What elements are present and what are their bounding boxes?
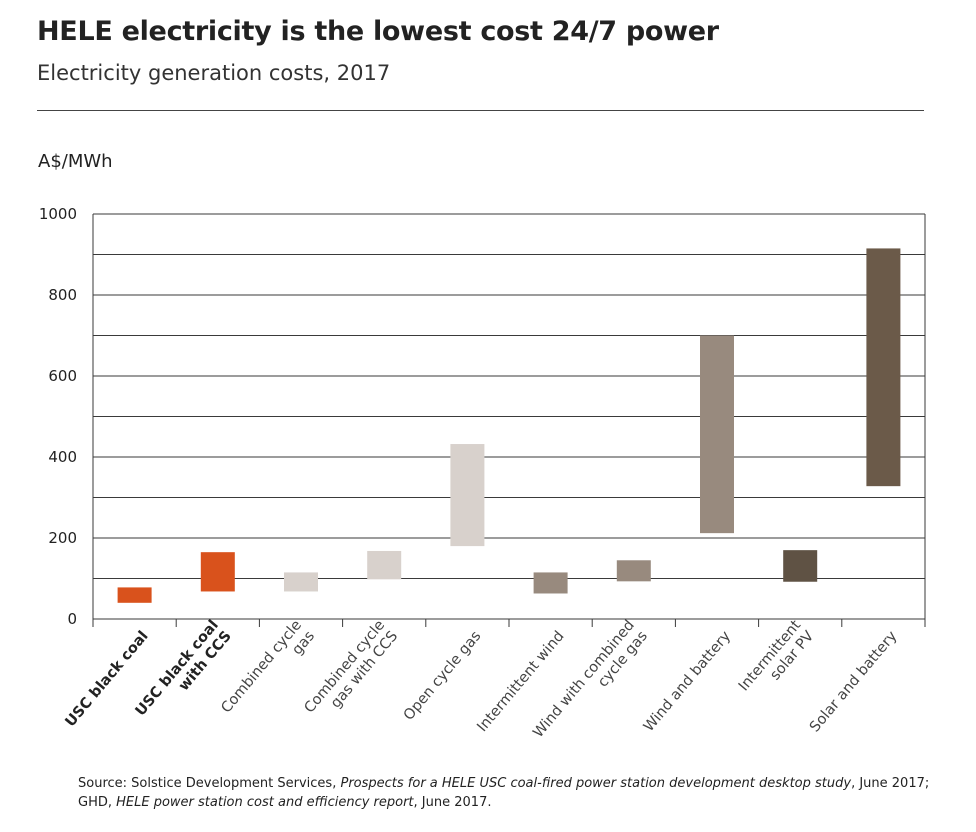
y-tick-label: 0 [67,610,77,628]
y-axis-label: A$/MWh [38,151,113,172]
y-tick-label: 200 [48,529,77,547]
range-bar [783,550,818,582]
y-tick-label: 600 [48,367,77,385]
category-label-line: Combined cycle [218,617,305,716]
category-label: Combined cyclegas with CCS [302,617,402,727]
bars [117,248,901,603]
range-bar [616,560,651,582]
category-label-line: Solar and battery [807,628,901,735]
category-label: Combined cyclegas [218,617,318,727]
source-suffix: , June 2017. [413,795,492,810]
y-tick-label: 400 [48,448,77,466]
range-bar [700,335,734,534]
range-bar [284,572,318,592]
category-label: Intermittentsolar PV [736,617,817,705]
gridlines [93,213,925,620]
category-label-line: Open cycle gas [401,628,485,723]
source-note: Source: Solstice Development Services, P… [78,774,958,812]
range-bar [450,444,485,547]
range-bar [866,248,901,487]
range-bar [117,587,152,603]
source-title-2: HELE power station cost and efficiency r… [116,795,414,810]
chart-title: HELE electricity is the lowest cost 24/7… [37,16,719,47]
y-tick-label: 800 [48,286,77,304]
category-label: Open cycle gas [401,628,485,723]
category-label: Solar and battery [807,628,901,735]
y-tick-label: 1000 [39,205,77,223]
chart-subtitle: Electricity generation costs, 2017 [37,61,391,85]
range-bar [200,552,235,592]
source-prefix: Source: Solstice Development Services, [78,776,341,791]
category-label-line: Wind and battery [641,628,734,735]
chart: A$/MWh 0 200 400 600 800 1000 USC black coalU… [38,151,926,741]
title-divider [37,110,924,111]
range-bar [533,572,568,594]
range-bar [367,550,402,580]
category-label: USC black coalwith CCS [133,617,235,730]
source-title-1: Prospects for a HELE USC coal-fired powe… [340,776,852,791]
source-middle: , June 2017; GHD, [78,776,930,810]
category-label-line: Wind with combined [530,617,637,741]
category-label: Wind and battery [641,628,734,735]
axes: 0 200 400 600 800 1000 [39,205,926,628]
